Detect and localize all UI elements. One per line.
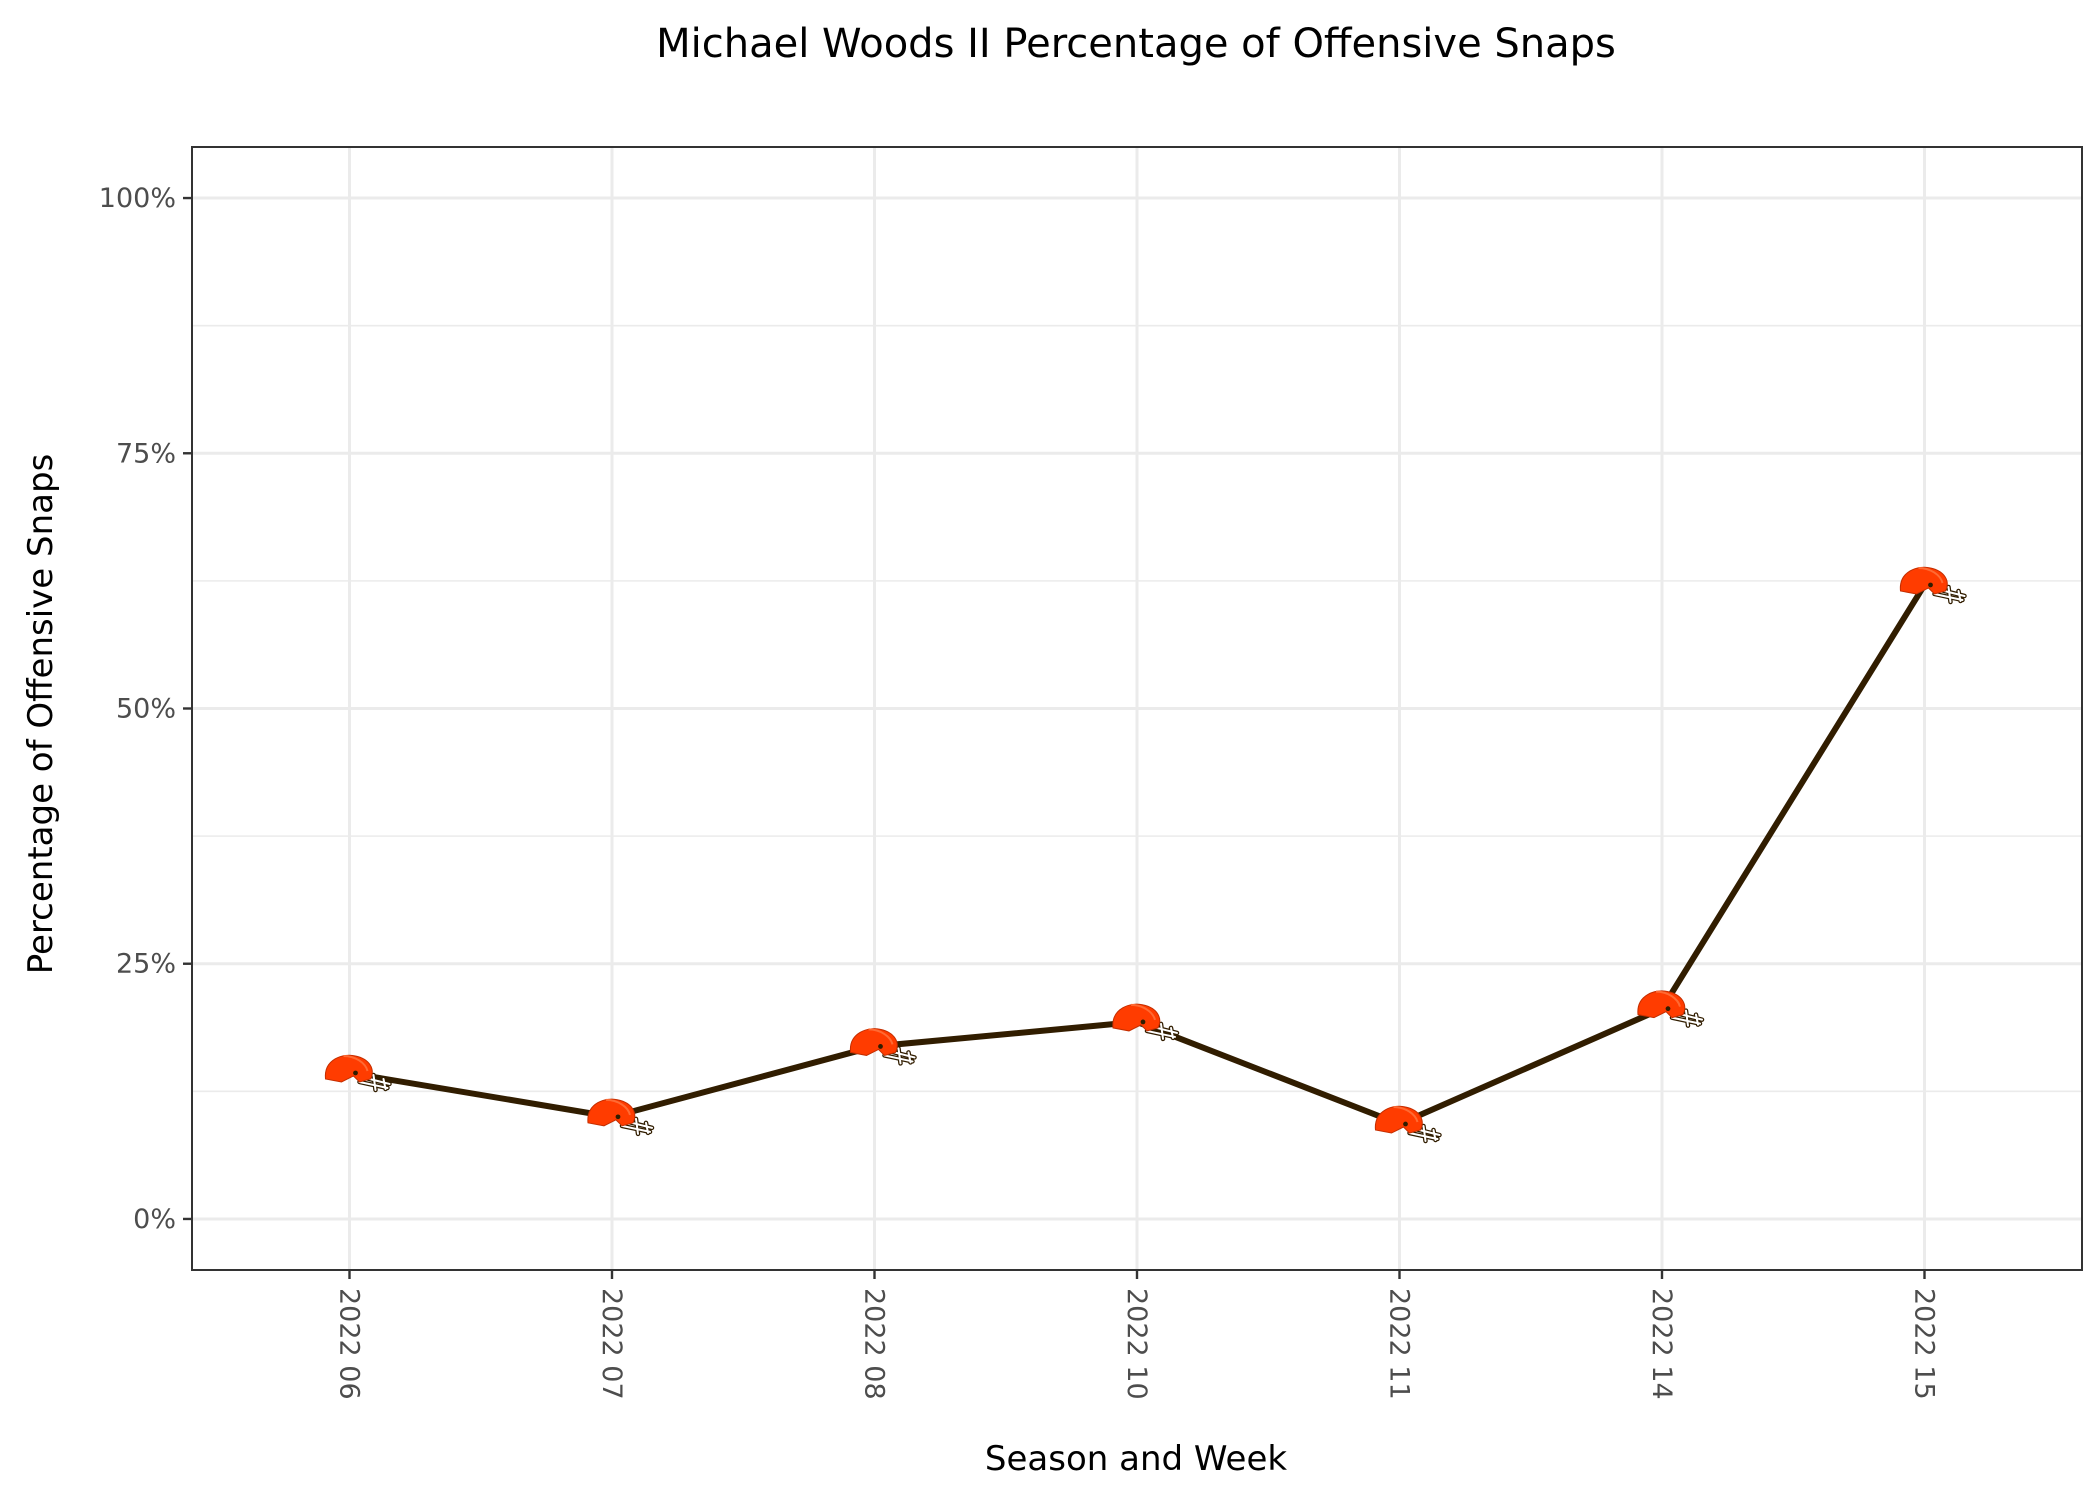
y-tick-label: 100% [99,183,176,214]
x-tick-label: 2022 08 [859,1288,890,1400]
y-tick-label: 50% [116,694,176,725]
helmet-icon [849,1028,917,1066]
chart-title: Michael Woods II Percentage of Offensive… [656,21,1616,67]
x-tick-label: 2022 14 [1646,1288,1677,1400]
x-tick-label: 2022 15 [1909,1288,1940,1400]
y-axis-title: Percentage of Offensive Snaps [21,454,61,975]
x-axis: 2022 06 2022 07 2022 08 2022 10 2022 11 2022 … [334,1270,1940,1400]
helmet-icon [1637,990,1705,1028]
y-tick-label: 25% [116,949,176,980]
x-tick-label: 2022 10 [1121,1288,1152,1400]
helmet-icon [1374,1105,1442,1144]
helmet-icon [324,1054,392,1093]
y-axis: 0% 25% 50% 75% 100% [99,183,192,1235]
y-tick-label: 0% [133,1204,176,1235]
y-tick-label: 75% [116,438,176,469]
x-axis-title: Season and Week [985,1439,1287,1479]
grid [192,147,2082,1270]
x-tick-label: 2022 11 [1384,1288,1415,1400]
x-tick-label: 2022 06 [334,1288,365,1400]
helmet-icon [1112,1003,1180,1042]
x-tick-label: 2022 07 [596,1288,627,1400]
helmet-icon [587,1098,655,1137]
helmet-icon [1899,566,1967,605]
marker-group [324,566,1967,1144]
